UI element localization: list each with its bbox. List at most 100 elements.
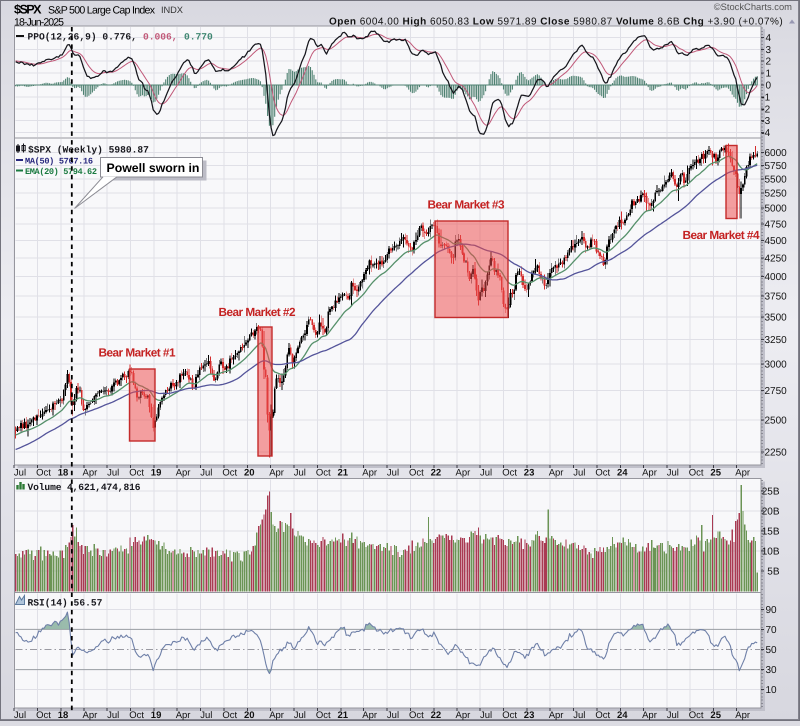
svg-text:INDX: INDX [161, 5, 183, 15]
svg-text:Oct: Oct [36, 468, 51, 479]
svg-text:Oct: Oct [409, 468, 424, 479]
svg-text:Oct: Oct [595, 468, 610, 479]
svg-text:4250: 4250 [765, 253, 788, 264]
svg-text:3500: 3500 [765, 313, 788, 324]
svg-text:Jul: Jul [14, 710, 26, 721]
svg-text:Bear Market #4: Bear Market #4 [683, 228, 760, 242]
svg-text:Oct: Oct [502, 468, 517, 479]
svg-text:MA(50) 5767.16: MA(50) 5767.16 [25, 157, 93, 167]
svg-text:Jul: Jul [14, 468, 26, 479]
svg-text:24: 24 [617, 710, 628, 721]
svg-text:15B: 15B [762, 527, 780, 538]
svg-text:90: 90 [766, 605, 778, 616]
svg-text:2: 2 [766, 57, 772, 68]
svg-text:19: 19 [151, 710, 162, 721]
svg-text:Apr: Apr [176, 468, 191, 479]
svg-text:2500: 2500 [765, 415, 788, 426]
svg-text:Apr: Apr [735, 710, 750, 721]
svg-text:5B: 5B [767, 567, 780, 578]
svg-text:20: 20 [244, 710, 255, 721]
svg-text:20B: 20B [762, 506, 780, 517]
svg-text:Apr: Apr [549, 710, 564, 721]
svg-text:Oct: Oct [689, 710, 704, 721]
svg-text:Jul: Jul [107, 468, 119, 479]
svg-text:Apr: Apr [456, 710, 471, 721]
svg-text:25: 25 [710, 710, 721, 721]
svg-text:Apr: Apr [269, 468, 284, 479]
svg-text:Oct: Oct [36, 710, 51, 721]
svg-text:Powell sworn in: Powell sworn in [107, 161, 200, 175]
svg-text:Jul: Jul [294, 710, 306, 721]
svg-text:3000: 3000 [765, 360, 788, 371]
svg-text:Oct: Oct [222, 710, 237, 721]
svg-text:PPO(12,26,9) 0.776,: PPO(12,26,9) 0.776, [28, 32, 137, 43]
svg-text:Bear Market #3: Bear Market #3 [428, 198, 505, 212]
svg-text:Jul: Jul [480, 468, 492, 479]
svg-text:21: 21 [338, 710, 349, 721]
svg-text:3250: 3250 [765, 335, 788, 346]
svg-text:$SPX: $SPX [14, 3, 42, 17]
svg-text:22: 22 [431, 468, 442, 479]
svg-text:Jul: Jul [573, 710, 585, 721]
svg-text:20: 20 [244, 468, 255, 479]
svg-text:Jul: Jul [667, 710, 679, 721]
svg-text:30: 30 [766, 665, 778, 676]
svg-text:18: 18 [58, 710, 69, 721]
svg-text:Oct: Oct [689, 468, 704, 479]
svg-text:Jul: Jul [107, 710, 119, 721]
svg-text:2250: 2250 [765, 448, 788, 459]
svg-text:6000: 6000 [765, 148, 788, 159]
svg-text:Bear Market #2: Bear Market #2 [219, 305, 296, 319]
svg-text:Apr: Apr [642, 710, 657, 721]
svg-text:EMA(20) 5794.62: EMA(20) 5794.62 [25, 167, 97, 177]
svg-text:0.770: 0.770 [184, 32, 213, 43]
svg-text:Oct: Oct [409, 710, 424, 721]
svg-text:70: 70 [766, 625, 778, 636]
svg-text:Apr: Apr [549, 468, 564, 479]
svg-text:Oct: Oct [316, 710, 331, 721]
svg-text:10: 10 [766, 685, 778, 696]
svg-text:$SPX (Weekly) 5980.87: $SPX (Weekly) 5980.87 [28, 145, 149, 156]
svg-text:23: 23 [524, 468, 535, 479]
svg-text:4: 4 [766, 33, 772, 44]
svg-text:3: 3 [766, 45, 772, 56]
svg-text:3750: 3750 [765, 292, 788, 303]
svg-text:Oct: Oct [502, 710, 517, 721]
svg-text:Apr: Apr [83, 468, 98, 479]
svg-text:Jul: Jul [200, 710, 212, 721]
svg-text:Apr: Apr [362, 468, 377, 479]
svg-text:Oct: Oct [595, 710, 610, 721]
svg-text:1: 1 [766, 69, 772, 80]
svg-text:-2: -2 [761, 104, 770, 115]
svg-text:Apr: Apr [362, 710, 377, 721]
svg-text:Apr: Apr [642, 468, 657, 479]
svg-text:25B: 25B [762, 486, 780, 497]
svg-text:18-Jun-2025: 18-Jun-2025 [14, 17, 64, 29]
svg-text:0: 0 [766, 81, 772, 92]
svg-text:Apr: Apr [735, 468, 750, 479]
svg-text:Apr: Apr [176, 710, 191, 721]
svg-text:24: 24 [617, 468, 628, 479]
svg-text:-1: -1 [761, 92, 770, 103]
svg-text:©StockCharts.com: ©StockCharts.com [714, 1, 792, 12]
svg-text:22: 22 [431, 710, 442, 721]
svg-text:Oct: Oct [222, 468, 237, 479]
svg-text:Open 6004.00 High 6050.83 Low: Open 6004.00 High 6050.83 Low 5971.89 Cl… [329, 17, 786, 28]
svg-text:Jul: Jul [387, 710, 399, 721]
svg-text:Jul: Jul [667, 468, 679, 479]
svg-text:5000: 5000 [765, 204, 788, 215]
svg-text:50: 50 [766, 645, 778, 656]
svg-text:4750: 4750 [765, 219, 788, 230]
svg-text:19: 19 [151, 468, 162, 479]
svg-text:Oct: Oct [316, 468, 331, 479]
svg-text:RSI(14) 56.57: RSI(14) 56.57 [28, 598, 103, 609]
svg-text:Jul: Jul [387, 468, 399, 479]
svg-text:Apr: Apr [83, 710, 98, 721]
svg-text:Jul: Jul [294, 468, 306, 479]
svg-text:Jul: Jul [573, 468, 585, 479]
svg-text:4000: 4000 [765, 272, 788, 283]
svg-text:5750: 5750 [765, 161, 788, 172]
svg-text:-4: -4 [761, 128, 770, 139]
svg-text:Bear Market #1: Bear Market #1 [99, 346, 176, 360]
svg-text:21: 21 [338, 468, 349, 479]
